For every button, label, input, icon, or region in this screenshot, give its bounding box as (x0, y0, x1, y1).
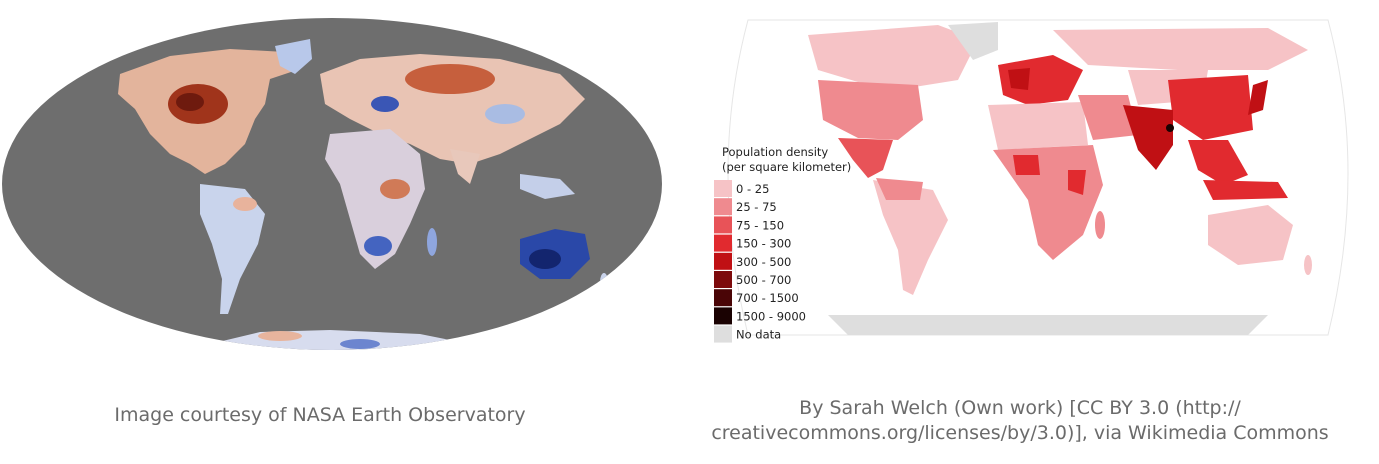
legend-label-1: 25 - 75 (736, 200, 777, 214)
temperature-anomaly-map (2, 18, 662, 350)
asia-cold-patch (485, 104, 525, 124)
greenland-landmass (275, 39, 312, 74)
japan-korea-region (1248, 80, 1268, 115)
africa-landmass (325, 129, 425, 269)
population-density-map: Population density (per square kilometer… (714, 19, 1349, 343)
mexico-central-america-region (838, 138, 893, 178)
australia-cold-core (529, 249, 561, 269)
russia-region (1053, 28, 1308, 70)
north-africa-region (988, 102, 1088, 150)
legend-swatch-1 (714, 198, 732, 216)
legend-swatch-0 (714, 180, 732, 197)
africa-warm-patch (380, 179, 410, 199)
middle-east-region (1078, 95, 1138, 140)
legend-label-6: 700 - 1500 (736, 291, 799, 305)
legend-swatch-5 (714, 271, 732, 288)
legend-swatch-7 (714, 307, 732, 325)
india-landmass (450, 149, 480, 184)
legend-swatch-2 (714, 216, 732, 234)
population-density-legend: Population density (per square kilometer… (714, 145, 851, 343)
usa-region (818, 80, 923, 140)
europe-region (998, 55, 1083, 105)
legend-label-7: 1500 - 9000 (736, 309, 806, 323)
legend-label-4: 300 - 500 (736, 255, 791, 269)
new-zealand-region (1304, 255, 1312, 275)
indonesia-region (1203, 180, 1288, 200)
attribution-line-1: By Sarah Welch (Own work) [CC BY 3.0 (ht… (799, 397, 1241, 419)
legend-label-5: 500 - 700 (736, 273, 791, 287)
eurasia-landmass (320, 54, 585, 164)
nasa-image-caption: Image courtesy of NASA Earth Observatory (114, 404, 526, 426)
legend-swatch-3 (714, 234, 732, 252)
southeast-asia-islands (520, 174, 575, 199)
eurasia-warm-hotspot (405, 64, 495, 94)
legend-label-0: 0 - 25 (736, 182, 769, 196)
bangladesh-region (1166, 124, 1174, 132)
southeast-asia-region (1188, 140, 1248, 185)
us-heat-core (176, 93, 204, 111)
antarctica-cold-patch (340, 339, 380, 349)
legend-swatch-4 (714, 252, 732, 270)
nigeria-region (1013, 155, 1040, 175)
madagascar-region (1095, 211, 1105, 239)
legend-label-8: No data (736, 328, 781, 342)
antarctica-region (828, 315, 1268, 335)
new-zealand-landmass (600, 273, 608, 291)
canada-region (808, 25, 978, 88)
east-africa-dense-region (1068, 170, 1086, 195)
attribution-line-2: creativecommons.org/licenses/by/3.0)], v… (711, 422, 1329, 444)
south-america-region (873, 180, 948, 295)
india-region (1123, 105, 1173, 170)
legend-title-line2: (per square kilometer) (722, 160, 851, 174)
south-america-warm-patch (233, 197, 257, 211)
africa-cold-patch (364, 236, 392, 256)
legend-label-2: 75 - 150 (736, 218, 784, 232)
antarctica-warm-patch (258, 331, 302, 341)
western-europe-dense-region (1008, 68, 1030, 90)
wikimedia-attribution-caption: By Sarah Welch (Own work) [CC BY 3.0 (ht… (660, 396, 1379, 446)
legend-swatch-6 (714, 289, 732, 307)
europe-cold-patch (371, 96, 399, 112)
australia-region (1208, 205, 1293, 265)
colombia-venezuela-region (876, 178, 923, 200)
china-region (1168, 75, 1253, 140)
madagascar-landmass (427, 228, 437, 256)
south-america-landmass (200, 184, 265, 314)
legend-title-line1: Population density (722, 145, 828, 159)
legend-swatch-8 (714, 325, 732, 343)
legend-label-3: 150 - 300 (736, 237, 791, 251)
greenland-region (948, 22, 998, 60)
